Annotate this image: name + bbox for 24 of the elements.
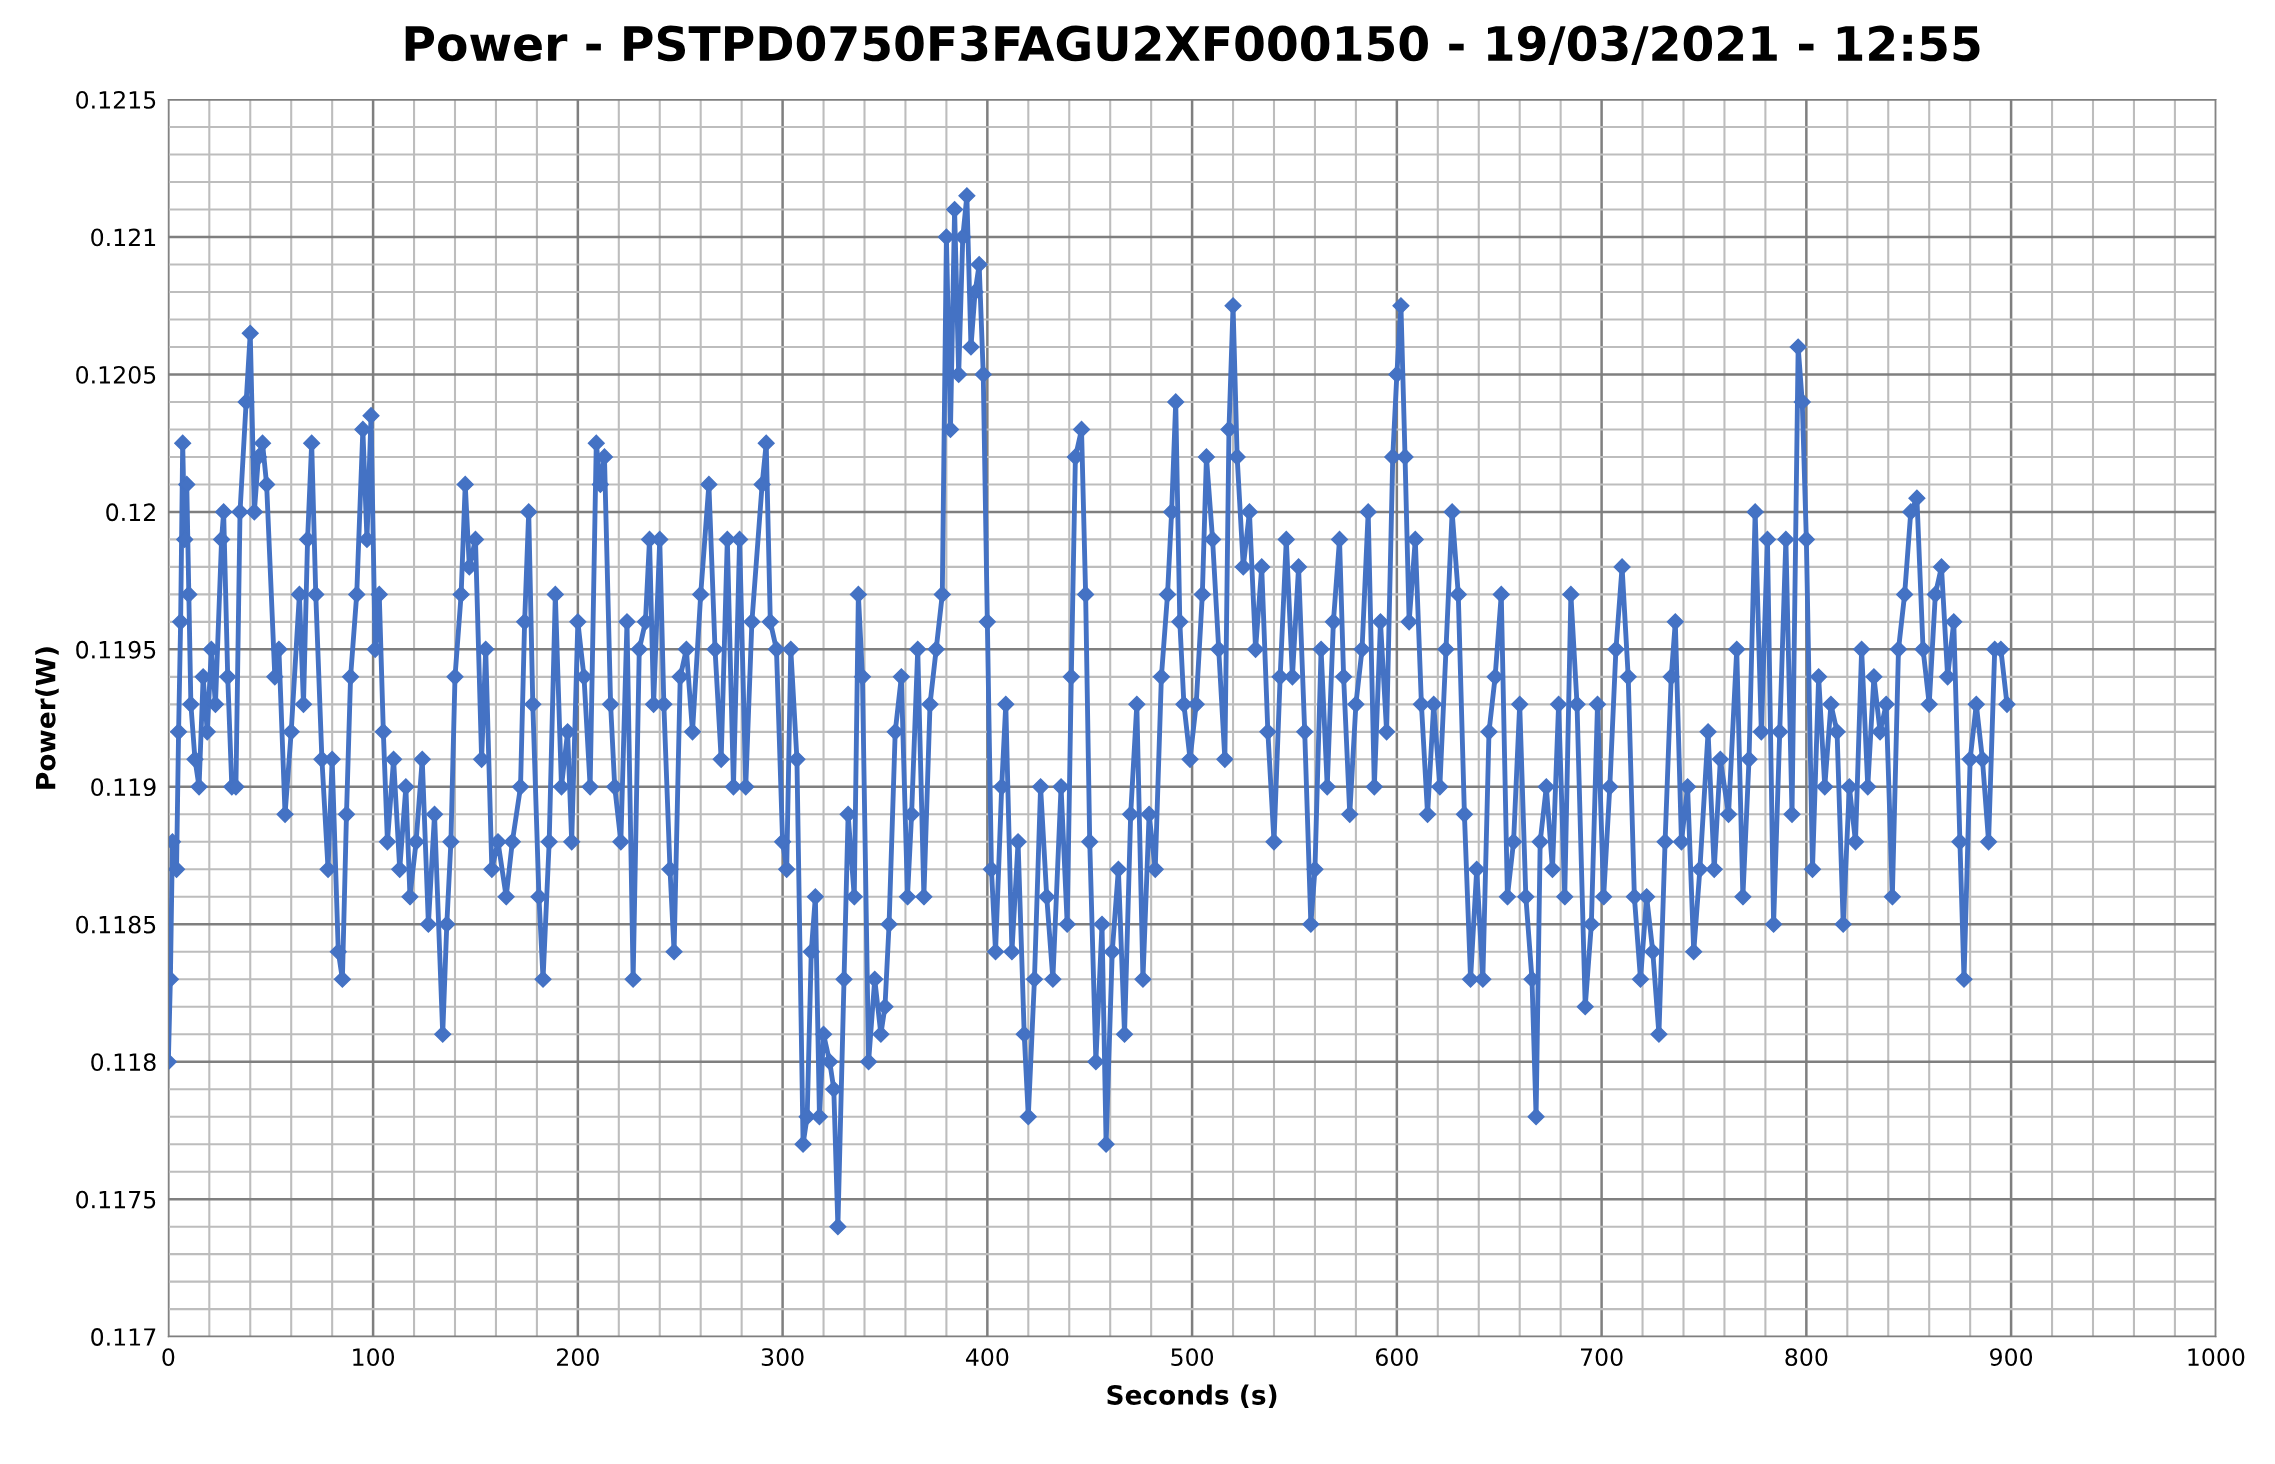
x-tick-label: 500 bbox=[1171, 1348, 1214, 1367]
y-tick-label: 0.1185 bbox=[76, 915, 156, 934]
x-tick-label: 400 bbox=[965, 1348, 1009, 1367]
x-tick-label: 1000 bbox=[2188, 1348, 2245, 1367]
x-tick-label: 800 bbox=[1785, 1348, 1828, 1367]
y-axis-title: Power(W) bbox=[35, 647, 59, 789]
x-tick-label: 600 bbox=[1375, 1348, 1418, 1367]
y-tick-label: 0.119 bbox=[91, 778, 156, 797]
x-tick-label: 0 bbox=[162, 1348, 175, 1367]
x-axis-title: Seconds (s) bbox=[1107, 1384, 1277, 1409]
y-tick-label: 0.1205 bbox=[76, 365, 156, 384]
x-tick-label: 900 bbox=[1990, 1348, 2033, 1367]
y-tick-label: 0.1195 bbox=[76, 640, 156, 659]
x-tick-label: 200 bbox=[557, 1348, 599, 1367]
x-tick-label: 100 bbox=[353, 1348, 395, 1367]
x-tick-label: 700 bbox=[1581, 1348, 1623, 1367]
y-tick-label: 0.1215 bbox=[76, 91, 156, 109]
y-tick-label: 0.118 bbox=[91, 1053, 156, 1072]
y-tick-label: 0.12 bbox=[106, 503, 155, 522]
y-tick-label: 0.1175 bbox=[76, 1190, 156, 1209]
y-tick-label: 0.121 bbox=[91, 228, 156, 247]
chart-title: Power - PSTPD0750F3FAGU2XF000150 - 19/03/2021 - 12:55 bbox=[405, 25, 1980, 66]
x-tick-label: 300 bbox=[761, 1348, 804, 1367]
y-tick-label: 0.117 bbox=[91, 1328, 156, 1346]
